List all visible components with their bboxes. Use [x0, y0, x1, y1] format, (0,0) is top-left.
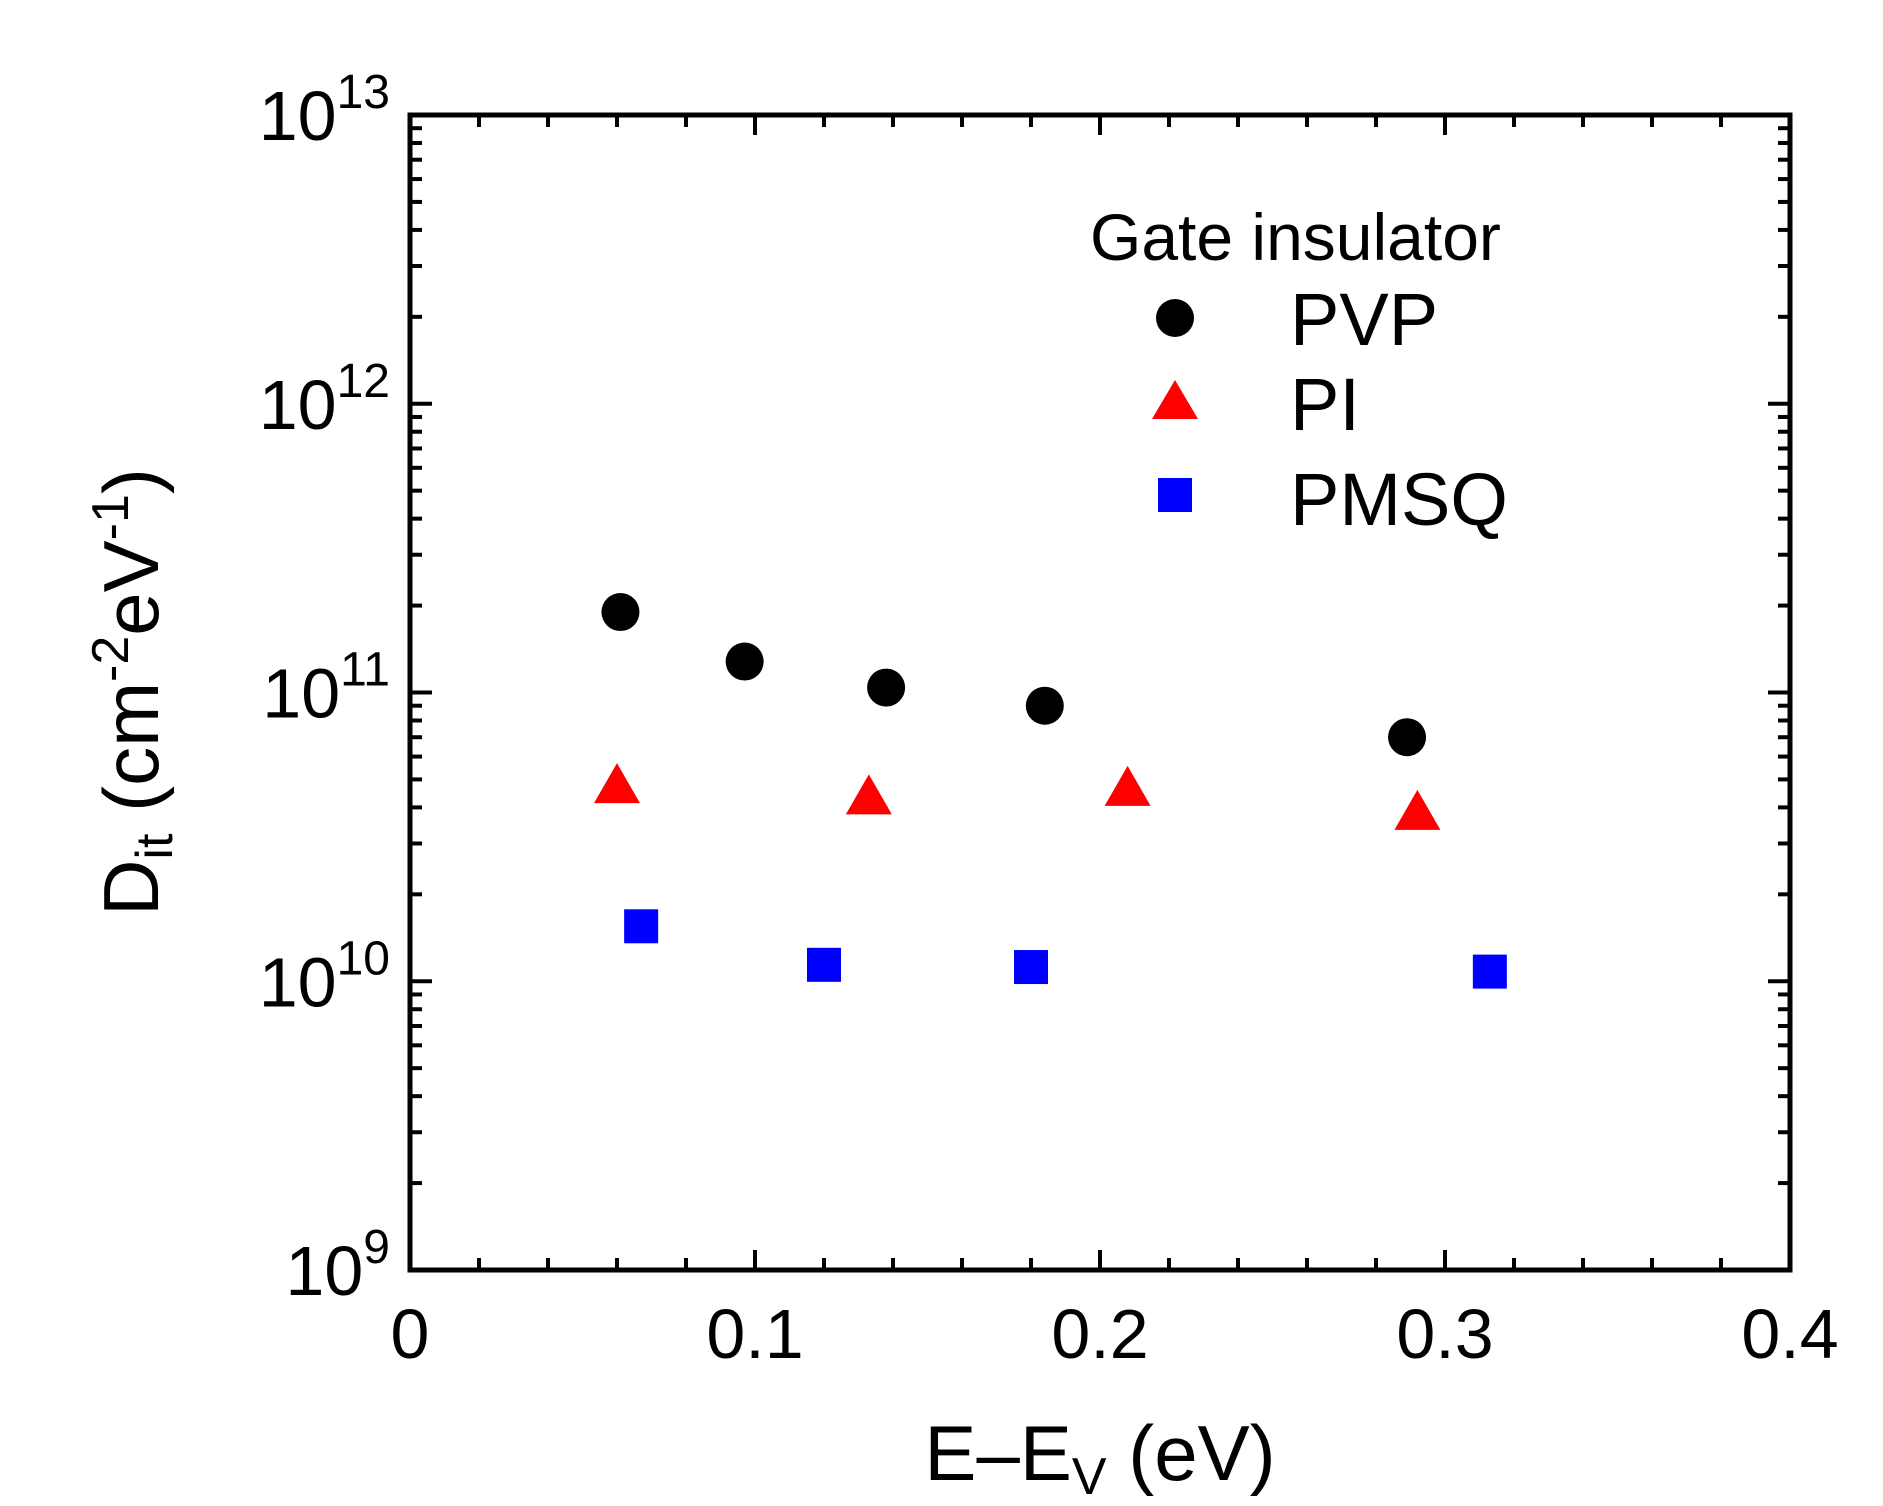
x-tick-labels: 0 0.1 0.2 0.3 0.4: [391, 1295, 1839, 1373]
x-tick-label: 0: [391, 1295, 430, 1373]
pmsq-point: [1472, 954, 1507, 989]
legend-marker-pi: [1152, 380, 1198, 419]
series-pvp: [601, 593, 1427, 757]
minor-ticks: [410, 115, 1790, 1270]
y-tick-label: 1011: [262, 644, 390, 733]
y-tick-label: 1012: [259, 355, 390, 444]
pvp-point: [1025, 686, 1064, 725]
series-layer: [594, 593, 1507, 989]
legend-marker-pvp: [1156, 299, 1194, 337]
series-pmsq: [624, 909, 1507, 989]
pi-point: [594, 763, 640, 804]
pvp-point: [1388, 718, 1427, 757]
x-tick-label: 0.4: [1741, 1295, 1838, 1373]
pi-point: [1394, 789, 1441, 830]
x-axis-title-main: E–E: [924, 1409, 1071, 1497]
y-tick-label: 109: [285, 1221, 390, 1310]
x-axis-title-sub: V: [1072, 1448, 1107, 1506]
pvp-point: [725, 642, 764, 681]
legend-marker-pmsq: [1158, 478, 1192, 512]
y-tick-label: 1010: [259, 932, 390, 1021]
y-tick-labels: 109 1010 1011 1012 1013: [259, 66, 390, 1310]
pmsq-point: [1014, 950, 1048, 985]
y-axis-title-mid: eV: [87, 540, 175, 635]
y-axis-title: Dit (cm-2eV-1): [82, 468, 184, 916]
x-tick-label: 0.2: [1051, 1295, 1148, 1373]
legend-label-pvp: PVP: [1290, 278, 1438, 361]
legend: Gate insulator PVP PI PMSQ: [1090, 200, 1508, 541]
legend-label-pmsq: PMSQ: [1290, 458, 1508, 541]
y-axis-title-sub: it: [126, 833, 184, 860]
pvp-point: [867, 668, 906, 707]
y-axis-title-exp1: -2: [82, 636, 140, 682]
pi-point: [845, 774, 892, 815]
y-axis-title-close: ): [87, 468, 175, 494]
x-axis-title: E–EV (eV): [924, 1409, 1275, 1506]
series-pi: [594, 763, 1441, 830]
y-axis-title-main: D: [87, 860, 175, 916]
x-axis-title-unit: (eV): [1107, 1409, 1276, 1497]
y-tick-label: 1013: [259, 66, 390, 155]
y-axis-title-unit-open: (cm: [87, 682, 175, 834]
plot-frame: [407, 112, 1793, 1273]
pvp-point: [601, 593, 640, 632]
pi-point: [1104, 765, 1151, 806]
y-axis-title-exp2: -1: [82, 494, 140, 540]
legend-label-pi: PI: [1290, 363, 1360, 446]
x-tick-label: 0.3: [1396, 1295, 1493, 1373]
pmsq-point: [807, 947, 841, 982]
major-ticks: [408, 113, 1792, 1272]
x-tick-label: 0.1: [706, 1295, 803, 1373]
legend-title: Gate insulator: [1090, 200, 1501, 274]
pmsq-point: [624, 909, 659, 944]
